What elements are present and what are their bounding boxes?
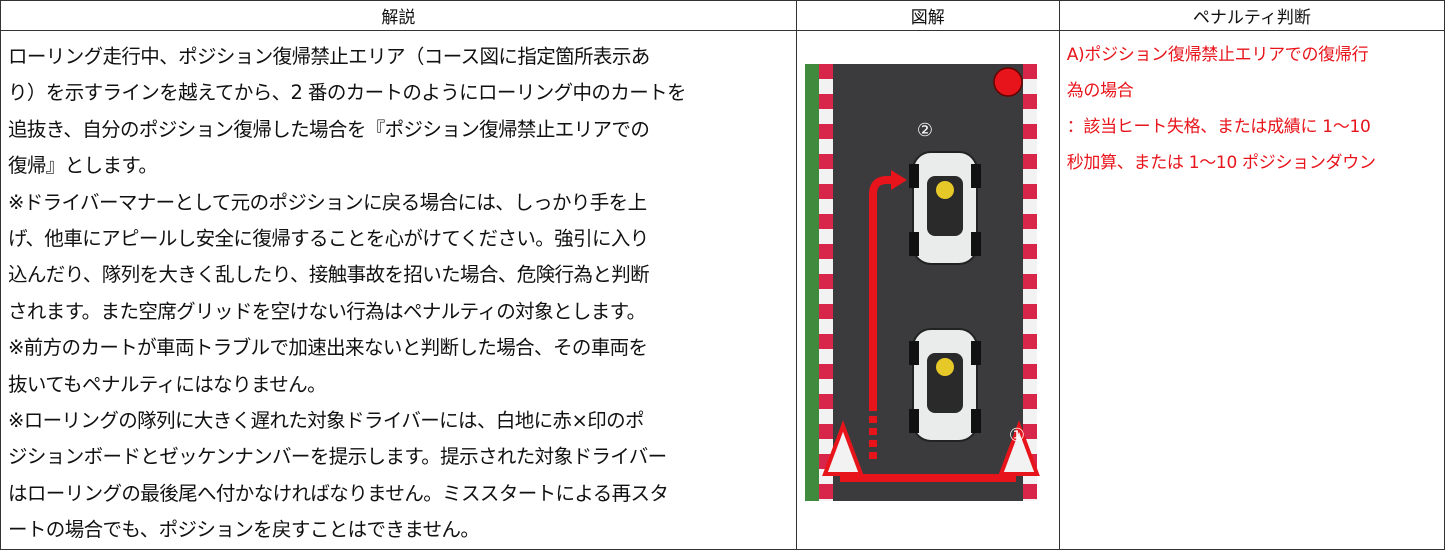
header-row: 解説 図解 ペナルティ判断	[0, 0, 1446, 31]
diagram: ② ①	[804, 64, 1040, 501]
body-row: ローリング走行中、ポジション復帰禁止エリア（コース図に指定箇所表示あり）を示すラ…	[0, 30, 1446, 550]
text-line: されます。また空席グリッドを空けない行為はペナルティの対象とします。	[8, 299, 646, 323]
text-line: 抜いてもペナルティにはなりません。	[8, 372, 327, 396]
header-cell: ペナルティ判断	[1058, 0, 1446, 31]
text-line: 秒加算、または 1～10 ポジションダウン	[1066, 153, 1376, 173]
explanation-text: ローリング走行中、ポジション復帰禁止エリア（コース図に指定箇所表示あり）を示すラ…	[1, 31, 796, 549]
penalty-cell: A)ポジション復帰禁止エリアでの復帰行 為の場合 ：該当ヒート失格、または成績に 1…	[1058, 30, 1446, 550]
text-line: ジションボードとゼッケンナンバーを提示します。提示された対象ドライバー	[8, 445, 667, 469]
header-cell: 図解	[795, 0, 1060, 31]
text-line: 込んだり、隊列を大きく乱したり、接触事故を招いた場合、危険行為と判断	[8, 263, 650, 287]
text-line: はローリングの最後尾へ付かなければなりません。ミススタートによる再スタ	[8, 481, 669, 505]
text-line: ※前方のカートが車両トラブルで加速出来ないと判断した場合、その車両を	[8, 336, 648, 360]
text-line: A)ポジション復帰禁止エリアでの復帰行	[1066, 45, 1369, 65]
text-line: 追抜き、自分のポジション復帰した場合を『ポジション復帰禁止エリアでの	[8, 117, 650, 141]
kart-label: ①	[1009, 425, 1025, 446]
diagram-cell: ② ①	[795, 30, 1060, 550]
text-line: ※ローリングの隊列に大きく遅れた対象ドライバーには、白地に赤×印のポ	[8, 409, 644, 433]
kart-label: ②	[917, 120, 933, 141]
text-line: ：該当ヒート失格、または成績に 1～10	[1066, 117, 1371, 137]
header-cell: 解説	[0, 0, 797, 31]
text-line: り）を示すラインを越えてから、2 番のカートのようにローリング中のカートを	[8, 81, 687, 105]
text-line: ートの場合でも、ポジションを戻すことはできません。	[8, 518, 480, 542]
kart	[908, 151, 981, 265]
text-line: ※ドライバーマナーとして元のポジションに戻る場合には、しっかり手を上	[8, 190, 647, 214]
text-line: げ、他車にアピールし安全に復帰することを心がけてください。強引に入り	[8, 227, 649, 251]
text-line: 為の場合	[1066, 81, 1134, 101]
text-line: ローリング走行中、ポジション復帰禁止エリア（コース図に指定箇所表示あ	[8, 45, 650, 68]
explanation-cell: ローリング走行中、ポジション復帰禁止エリア（コース図に指定箇所表示あり）を示すラ…	[0, 30, 797, 550]
kart	[908, 328, 981, 442]
penalty-text: A)ポジション復帰禁止エリアでの復帰行 為の場合 ：該当ヒート失格、または成績に 1…	[1060, 31, 1444, 181]
text-line: 復帰』とします。	[8, 154, 158, 178]
